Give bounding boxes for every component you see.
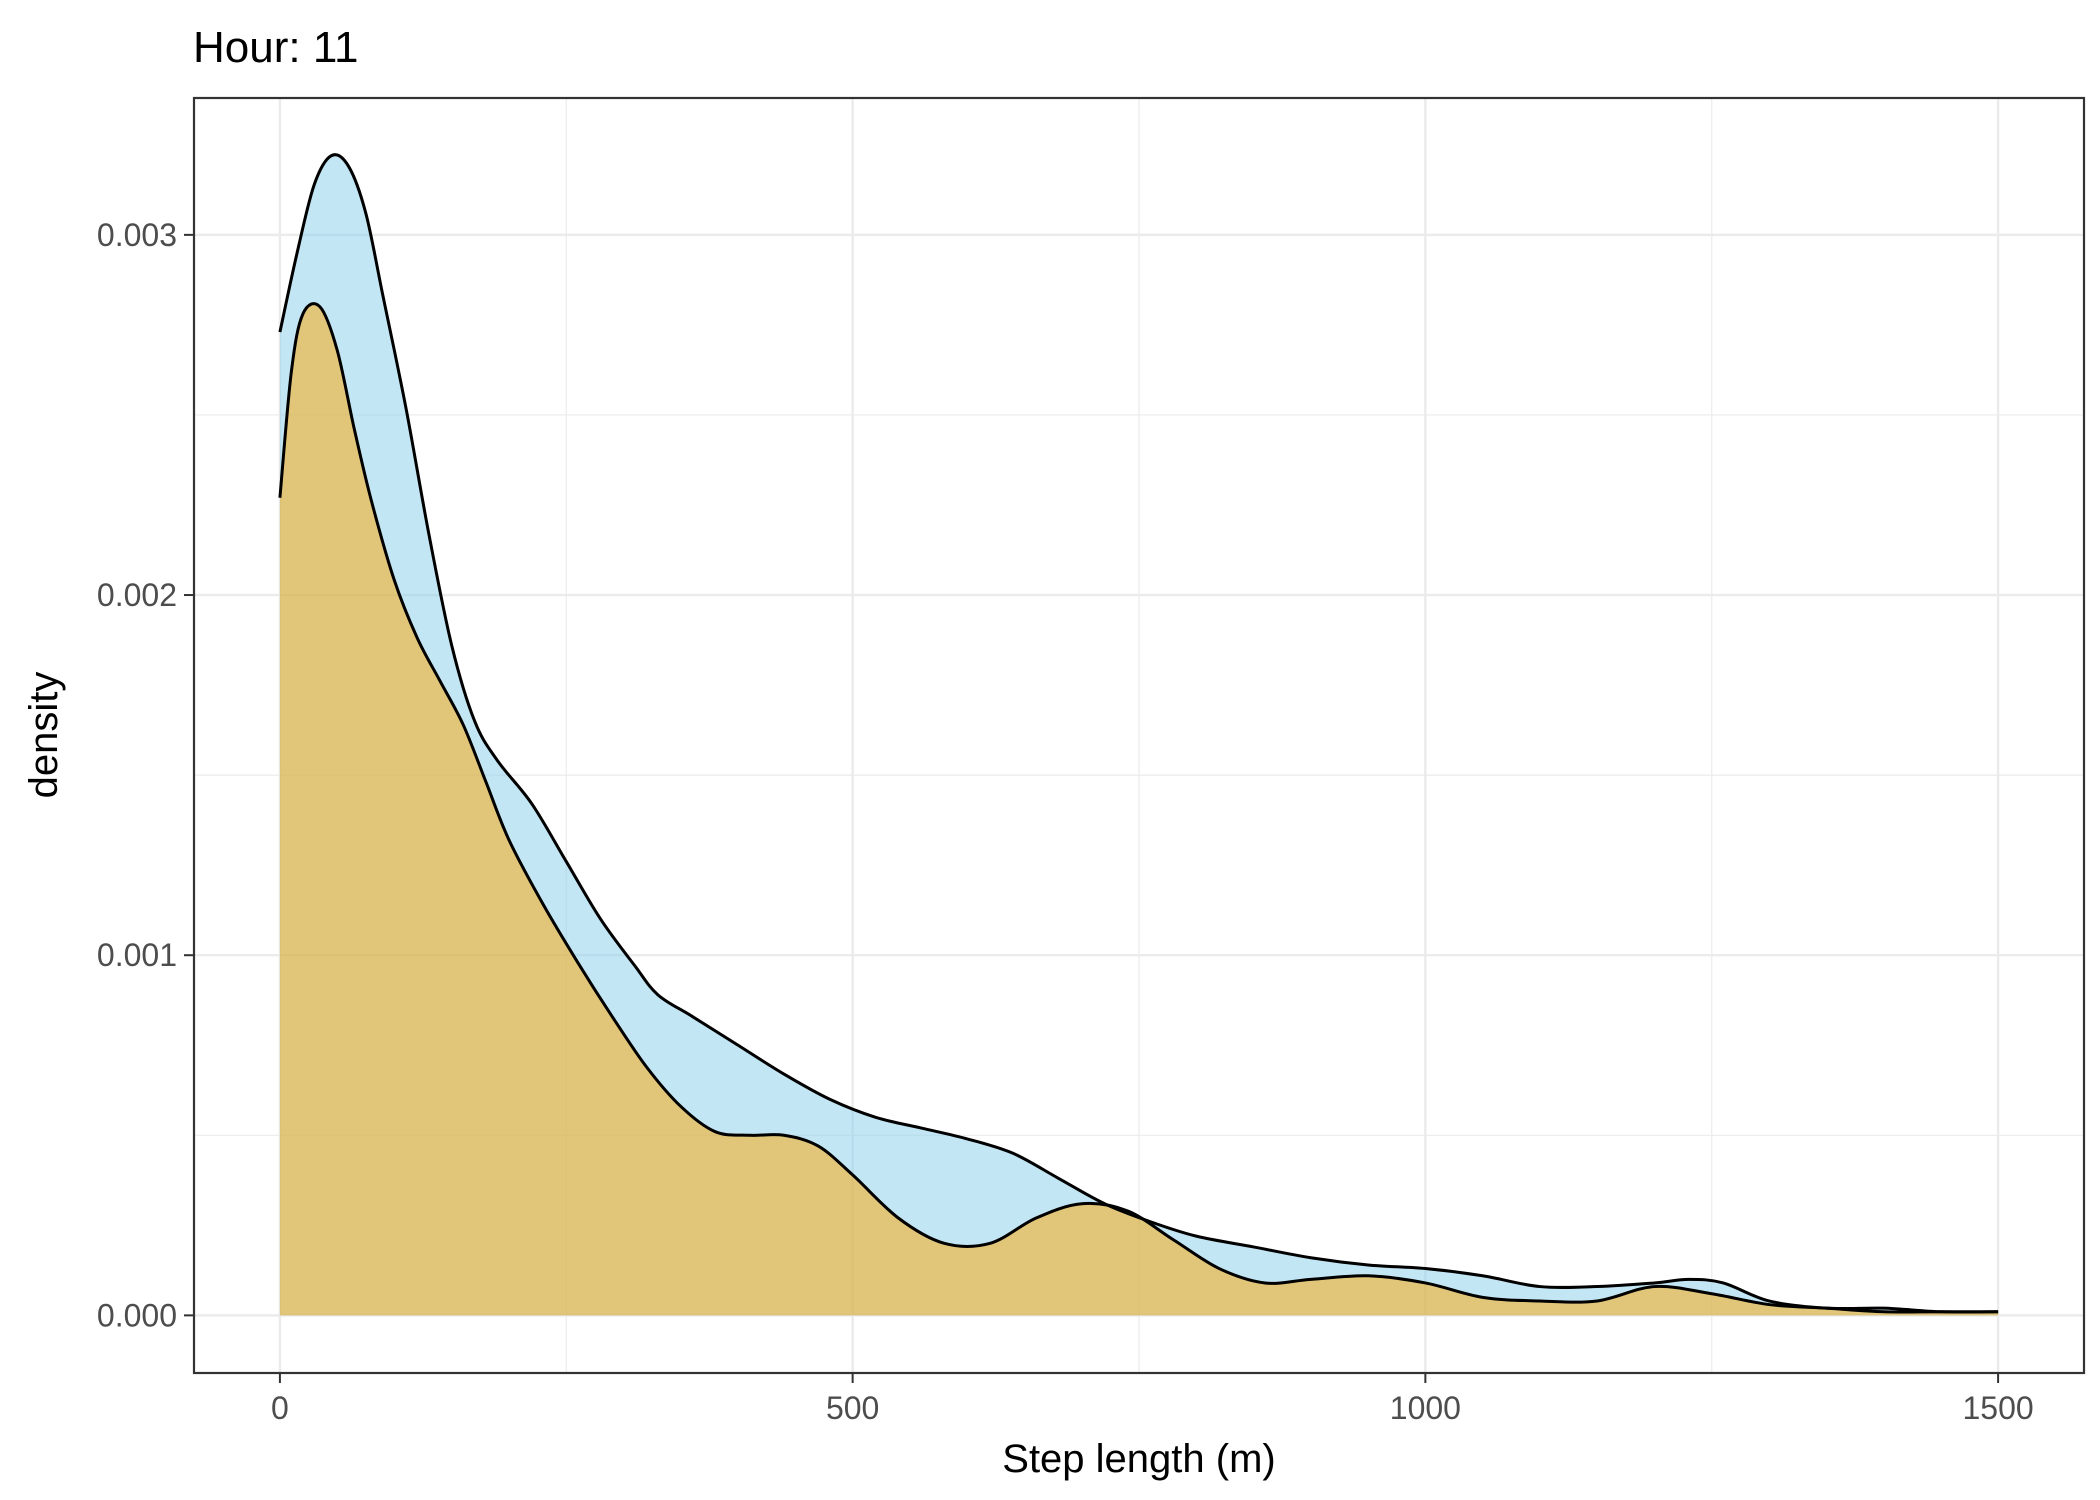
- x-tick-label: 1500: [1962, 1390, 2033, 1426]
- x-tick-label: 1000: [1390, 1390, 1461, 1426]
- y-axis: 0.000 0.001 0.002 0.003: [97, 217, 194, 1333]
- x-axis-title: Step length (m): [1002, 1437, 1275, 1481]
- y-tick-label: 0.000: [97, 1297, 177, 1333]
- density-line-1: [278, 153, 1999, 1314]
- x-axis: 0 500 1000 1500: [271, 1373, 2034, 1426]
- x-tick-label: 0: [271, 1390, 289, 1426]
- density-lines: [278, 153, 1999, 1314]
- panel-border: [192, 96, 2086, 1375]
- density-area-2: [279, 303, 1999, 1316]
- density-line-2: [278, 302, 1999, 1314]
- y-axis-title: density: [22, 672, 66, 799]
- x-tick-label: 500: [826, 1390, 879, 1426]
- chart-title: Hour: 11: [193, 23, 359, 72]
- density-areas: [279, 154, 1999, 1316]
- y-tick-label: 0.001: [97, 937, 177, 973]
- y-tick-label: 0.003: [97, 217, 177, 253]
- y-tick-label: 0.002: [97, 577, 177, 613]
